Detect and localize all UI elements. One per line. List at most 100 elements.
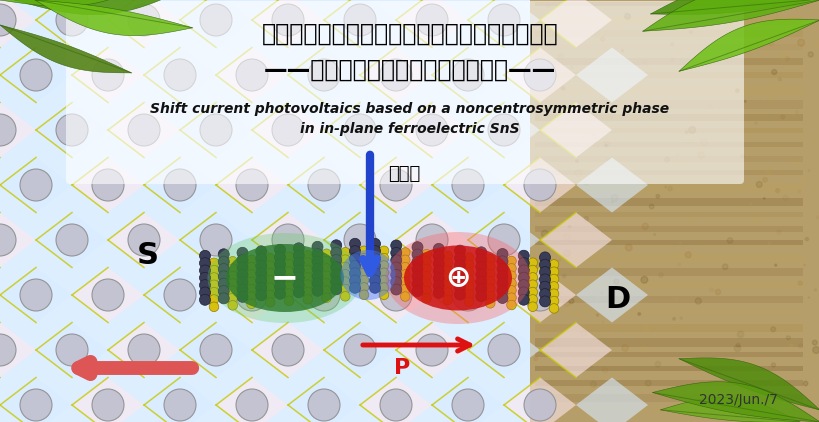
Polygon shape [540, 213, 611, 268]
Circle shape [610, 195, 618, 201]
Circle shape [651, 25, 653, 27]
FancyBboxPatch shape [66, 1, 743, 184]
Circle shape [785, 336, 790, 340]
Circle shape [771, 82, 776, 87]
Circle shape [20, 389, 52, 421]
Circle shape [527, 265, 537, 275]
Ellipse shape [340, 250, 395, 300]
Circle shape [485, 262, 495, 271]
Circle shape [555, 227, 561, 233]
Circle shape [765, 367, 767, 368]
Circle shape [676, 263, 680, 266]
Polygon shape [660, 398, 799, 422]
Text: P: P [393, 358, 410, 378]
Circle shape [475, 254, 486, 265]
Polygon shape [432, 268, 504, 322]
Circle shape [256, 246, 266, 257]
Circle shape [200, 4, 232, 36]
Circle shape [645, 387, 648, 389]
Text: ⊕: ⊕ [445, 263, 470, 292]
Circle shape [349, 246, 360, 257]
Circle shape [308, 279, 340, 311]
Circle shape [771, 70, 776, 75]
Circle shape [663, 392, 664, 393]
Circle shape [688, 217, 692, 222]
Circle shape [293, 257, 304, 268]
Circle shape [464, 282, 473, 292]
Circle shape [256, 260, 266, 271]
Circle shape [464, 268, 473, 277]
Circle shape [274, 244, 285, 255]
Circle shape [451, 279, 483, 311]
Circle shape [218, 271, 229, 282]
Circle shape [550, 345, 553, 348]
Circle shape [432, 287, 444, 298]
Circle shape [735, 343, 740, 347]
Circle shape [539, 281, 550, 292]
Polygon shape [36, 103, 108, 157]
Polygon shape [0, 0, 193, 6]
Polygon shape [144, 157, 215, 213]
Circle shape [199, 258, 210, 269]
Circle shape [563, 410, 566, 413]
Polygon shape [72, 48, 144, 103]
Circle shape [506, 271, 516, 281]
Circle shape [475, 247, 486, 258]
Circle shape [538, 362, 540, 364]
Circle shape [739, 127, 741, 130]
Polygon shape [287, 378, 360, 422]
Circle shape [736, 331, 743, 338]
Circle shape [592, 341, 599, 348]
Circle shape [595, 296, 599, 300]
Circle shape [311, 256, 323, 267]
Circle shape [808, 52, 812, 57]
Text: in in-plane ferroelectric SnS: in in-plane ferroelectric SnS [300, 122, 519, 136]
Circle shape [527, 287, 537, 297]
Circle shape [272, 334, 304, 366]
Circle shape [442, 281, 452, 290]
Circle shape [411, 249, 423, 260]
Circle shape [767, 98, 772, 103]
Circle shape [774, 264, 776, 266]
Polygon shape [678, 358, 819, 410]
Circle shape [539, 274, 550, 285]
Circle shape [20, 279, 52, 311]
Circle shape [308, 389, 340, 421]
Circle shape [321, 293, 331, 303]
Polygon shape [324, 322, 396, 378]
Circle shape [711, 93, 717, 99]
Circle shape [563, 233, 570, 240]
Circle shape [237, 291, 247, 302]
Circle shape [391, 284, 401, 295]
Circle shape [496, 278, 508, 289]
Polygon shape [432, 378, 504, 422]
Polygon shape [468, 103, 540, 157]
Circle shape [344, 334, 376, 366]
Circle shape [349, 260, 360, 271]
Circle shape [199, 250, 210, 261]
Circle shape [218, 263, 229, 274]
Circle shape [709, 288, 713, 292]
Circle shape [0, 114, 16, 146]
Circle shape [771, 363, 775, 367]
Circle shape [527, 295, 537, 304]
Bar [534, 114, 802, 121]
Circle shape [518, 250, 528, 261]
Circle shape [664, 186, 666, 188]
Circle shape [539, 267, 550, 278]
Circle shape [572, 104, 575, 107]
Circle shape [400, 277, 410, 287]
Polygon shape [649, 0, 809, 14]
Polygon shape [504, 268, 575, 322]
Circle shape [400, 284, 410, 294]
Circle shape [411, 279, 423, 289]
Circle shape [379, 279, 411, 311]
Circle shape [218, 285, 229, 297]
Circle shape [199, 280, 210, 291]
Bar [534, 380, 802, 386]
Polygon shape [144, 48, 215, 103]
Polygon shape [575, 268, 647, 322]
Circle shape [785, 85, 787, 88]
Bar [534, 254, 802, 262]
Circle shape [695, 298, 700, 304]
